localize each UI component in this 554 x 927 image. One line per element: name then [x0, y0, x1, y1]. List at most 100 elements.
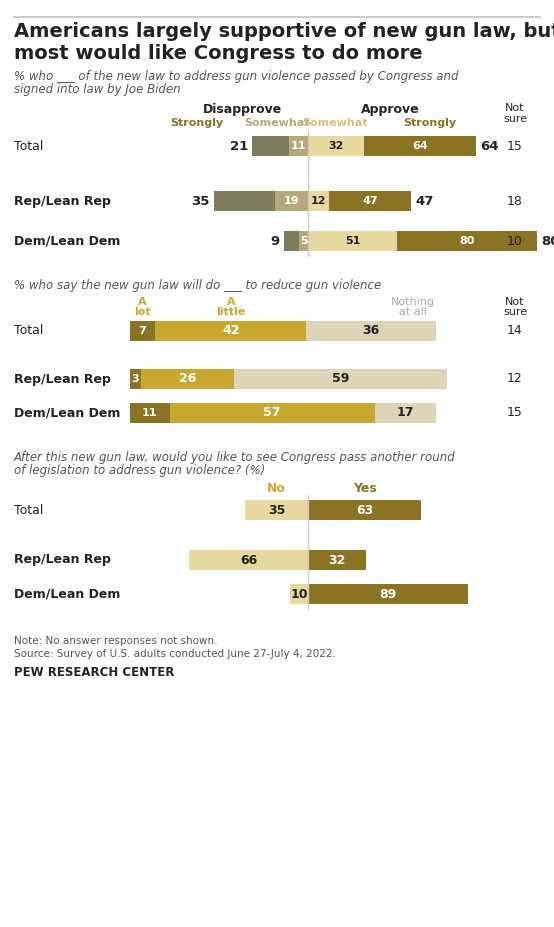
- Bar: [155, 321, 306, 341]
- Bar: [130, 403, 170, 423]
- Text: 47: 47: [416, 195, 434, 208]
- Bar: [308, 231, 397, 251]
- Text: Americans largely supportive of new gun law, but: Americans largely supportive of new gun …: [14, 22, 554, 41]
- Text: of legislation to address gun violence? (%): of legislation to address gun violence? …: [14, 464, 265, 477]
- Text: 36: 36: [362, 324, 380, 337]
- Text: 26: 26: [179, 373, 196, 386]
- Text: After this new gun law, would you like to see Congress pass another round: After this new gun law, would you like t…: [14, 451, 456, 464]
- Bar: [299, 231, 308, 251]
- Text: 57: 57: [264, 407, 281, 420]
- Bar: [234, 369, 447, 389]
- Text: A: A: [138, 297, 147, 307]
- Text: 18: 18: [507, 195, 523, 208]
- Bar: [275, 191, 308, 211]
- Text: Source: Survey of U.S. adults conducted June 27-July 4, 2022.: Source: Survey of U.S. adults conducted …: [14, 649, 336, 659]
- Bar: [130, 321, 155, 341]
- Bar: [189, 550, 308, 570]
- Bar: [308, 136, 364, 156]
- Text: 64: 64: [412, 141, 428, 151]
- Text: Somewhat: Somewhat: [302, 118, 368, 128]
- Text: Rep/Lean Rep: Rep/Lean Rep: [14, 553, 111, 566]
- Text: Dem/Lean Dem: Dem/Lean Dem: [14, 407, 120, 420]
- Text: 11: 11: [291, 141, 306, 151]
- Text: Somewhat: Somewhat: [244, 118, 310, 128]
- Text: 10: 10: [290, 588, 308, 601]
- Text: 9: 9: [270, 235, 280, 248]
- Bar: [130, 369, 141, 389]
- Text: % who ___ of the new law to address gun violence passed by Congress and: % who ___ of the new law to address gun …: [14, 70, 459, 83]
- Text: signed into law by Joe Biden: signed into law by Joe Biden: [14, 83, 181, 96]
- Text: at all: at all: [399, 307, 427, 317]
- Text: 5: 5: [300, 236, 307, 246]
- Text: 51: 51: [345, 236, 360, 246]
- Text: 42: 42: [222, 324, 239, 337]
- Bar: [308, 191, 329, 211]
- Bar: [170, 403, 375, 423]
- Text: Note: No answer responses not shown.: Note: No answer responses not shown.: [14, 636, 218, 646]
- Text: 80: 80: [541, 235, 554, 248]
- Text: 63: 63: [356, 503, 373, 516]
- Bar: [290, 584, 308, 604]
- Text: 80: 80: [460, 236, 475, 246]
- Text: Total: Total: [14, 324, 43, 337]
- Text: 14: 14: [507, 324, 523, 337]
- Text: No: No: [267, 482, 286, 495]
- Text: Dem/Lean Dem: Dem/Lean Dem: [14, 235, 120, 248]
- Text: PEW RESEARCH CENTER: PEW RESEARCH CENTER: [14, 666, 175, 679]
- Text: 15: 15: [507, 139, 523, 153]
- Bar: [306, 321, 436, 341]
- Text: Nothing: Nothing: [391, 297, 434, 307]
- Text: Rep/Lean Rep: Rep/Lean Rep: [14, 195, 111, 208]
- Text: lot: lot: [134, 307, 151, 317]
- Text: Total: Total: [14, 139, 43, 153]
- Text: Not: Not: [505, 103, 525, 113]
- Bar: [245, 500, 308, 520]
- Bar: [252, 136, 289, 156]
- Text: Disapprove: Disapprove: [202, 103, 281, 116]
- Text: % who say the new gun law will do ___ to reduce gun violence: % who say the new gun law will do ___ to…: [14, 279, 381, 292]
- Text: A: A: [227, 297, 235, 307]
- Text: 89: 89: [379, 588, 397, 601]
- Text: sure: sure: [503, 307, 527, 317]
- Bar: [375, 403, 436, 423]
- Text: little: little: [216, 307, 245, 317]
- Text: Dem/Lean Dem: Dem/Lean Dem: [14, 588, 120, 601]
- Text: 66: 66: [240, 553, 257, 566]
- Bar: [213, 191, 275, 211]
- Bar: [397, 231, 537, 251]
- Bar: [329, 191, 411, 211]
- Text: 32: 32: [329, 141, 343, 151]
- Text: 47: 47: [362, 196, 378, 206]
- Text: 11: 11: [142, 408, 157, 418]
- Text: 3: 3: [132, 374, 139, 384]
- Bar: [284, 231, 299, 251]
- Bar: [308, 584, 468, 604]
- Text: 35: 35: [268, 503, 285, 516]
- Bar: [289, 136, 308, 156]
- Text: Yes: Yes: [353, 482, 377, 495]
- Text: 17: 17: [397, 407, 414, 420]
- Text: 7: 7: [138, 326, 146, 336]
- Bar: [308, 500, 422, 520]
- Text: most would like Congress to do more: most would like Congress to do more: [14, 44, 423, 63]
- Text: Strongly: Strongly: [171, 118, 224, 128]
- Bar: [141, 369, 234, 389]
- Bar: [364, 136, 476, 156]
- Text: 15: 15: [507, 407, 523, 420]
- Text: sure: sure: [503, 114, 527, 124]
- Text: 59: 59: [332, 373, 349, 386]
- Text: Strongly: Strongly: [403, 118, 456, 128]
- Text: 12: 12: [507, 373, 523, 386]
- Bar: [308, 550, 366, 570]
- Text: Total: Total: [14, 503, 43, 516]
- Text: 32: 32: [328, 553, 346, 566]
- Text: 19: 19: [284, 196, 299, 206]
- Text: 12: 12: [311, 196, 326, 206]
- Text: 10: 10: [507, 235, 523, 248]
- Text: 35: 35: [191, 195, 209, 208]
- Text: 21: 21: [230, 139, 248, 153]
- Text: Not: Not: [505, 297, 525, 307]
- Text: 64: 64: [480, 139, 499, 153]
- Text: Approve: Approve: [361, 103, 419, 116]
- Text: Rep/Lean Rep: Rep/Lean Rep: [14, 373, 111, 386]
